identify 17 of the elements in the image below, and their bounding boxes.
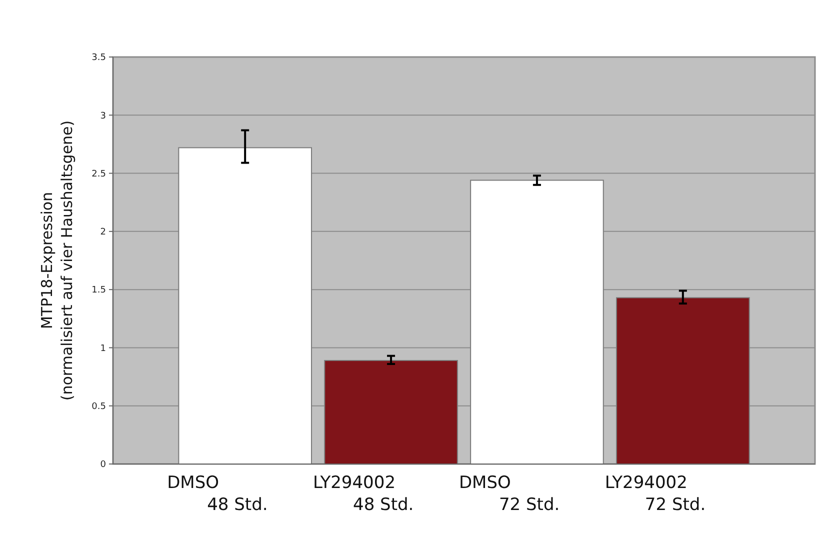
y-tick-label: 1	[100, 344, 106, 354]
bar	[616, 297, 750, 464]
y-tick-label: 0	[100, 460, 106, 470]
x-tick-label: LY294002 72 Std.	[604, 473, 706, 515]
x-tick-label: DMSO 48 Std.	[167, 473, 268, 515]
y-tick-label: 2	[100, 228, 106, 238]
y-tick-label: 0.5	[92, 402, 106, 412]
bar	[324, 360, 458, 464]
y-tick-label: 2.5	[92, 169, 106, 180]
y-axis-title: MTP18-Expression (normalisiert auf vier Haushaltsgene)	[38, 120, 76, 401]
y-tick-label: 1.5	[92, 286, 106, 296]
bar	[178, 147, 312, 464]
y-tick-label: 3.5	[92, 53, 106, 64]
y-tick-label: 3	[100, 111, 106, 122]
x-tick-label: DMSO 72 Std.	[458, 473, 560, 515]
bar	[470, 180, 604, 464]
x-tick-label: LY294002 48 Std.	[313, 473, 414, 515]
